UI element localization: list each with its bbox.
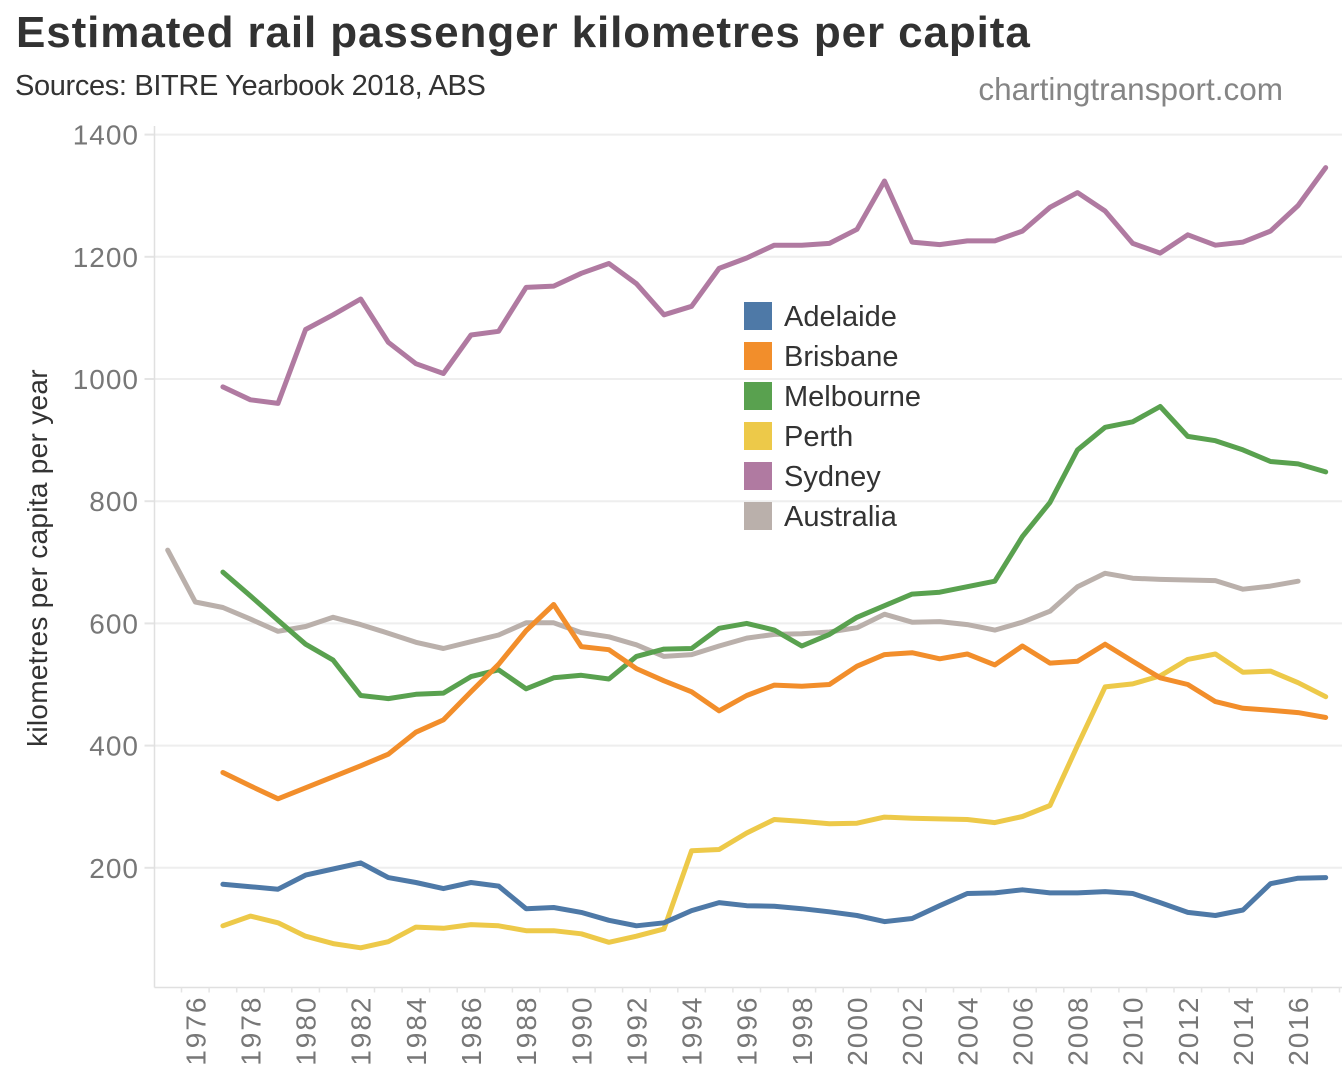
svg-text:1400: 1400 (73, 120, 139, 151)
svg-text:1984: 1984 (401, 996, 432, 1066)
svg-text:2004: 2004 (952, 996, 983, 1066)
svg-text:2014: 2014 (1228, 996, 1259, 1066)
svg-text:2010: 2010 (1118, 996, 1149, 1066)
svg-text:1000: 1000 (73, 364, 139, 395)
svg-text:2000: 2000 (842, 996, 873, 1066)
svg-text:2012: 2012 (1173, 996, 1204, 1066)
svg-text:1986: 1986 (456, 996, 487, 1066)
svg-text:Adelaide: Adelaide (784, 301, 897, 333)
svg-text:1994: 1994 (677, 996, 708, 1066)
svg-text:400: 400 (89, 731, 139, 762)
svg-text:kilometres per capita per year: kilometres per capita per year (22, 369, 53, 747)
svg-text:Australia: Australia (784, 501, 898, 533)
svg-text:2016: 2016 (1283, 996, 1314, 1066)
svg-text:1992: 1992 (621, 996, 652, 1066)
svg-text:1976: 1976 (180, 996, 211, 1066)
svg-text:1978: 1978 (235, 996, 266, 1066)
svg-text:Sydney: Sydney (784, 461, 881, 493)
svg-text:1996: 1996 (732, 996, 763, 1066)
svg-text:800: 800 (89, 486, 139, 517)
svg-text:200: 200 (89, 853, 139, 884)
svg-text:1990: 1990 (566, 996, 597, 1066)
svg-text:2002: 2002 (897, 996, 928, 1066)
svg-text:Perth: Perth (784, 421, 853, 453)
svg-text:1200: 1200 (73, 242, 139, 273)
svg-text:Melbourne: Melbourne (784, 381, 921, 413)
svg-text:1982: 1982 (346, 996, 377, 1066)
svg-text:1988: 1988 (511, 996, 542, 1066)
svg-text:Brisbane: Brisbane (784, 341, 898, 373)
svg-text:2008: 2008 (1063, 996, 1094, 1066)
svg-text:1980: 1980 (291, 996, 322, 1066)
svg-text:1998: 1998 (787, 996, 818, 1066)
svg-text:2006: 2006 (1007, 996, 1038, 1066)
svg-text:600: 600 (89, 608, 139, 639)
